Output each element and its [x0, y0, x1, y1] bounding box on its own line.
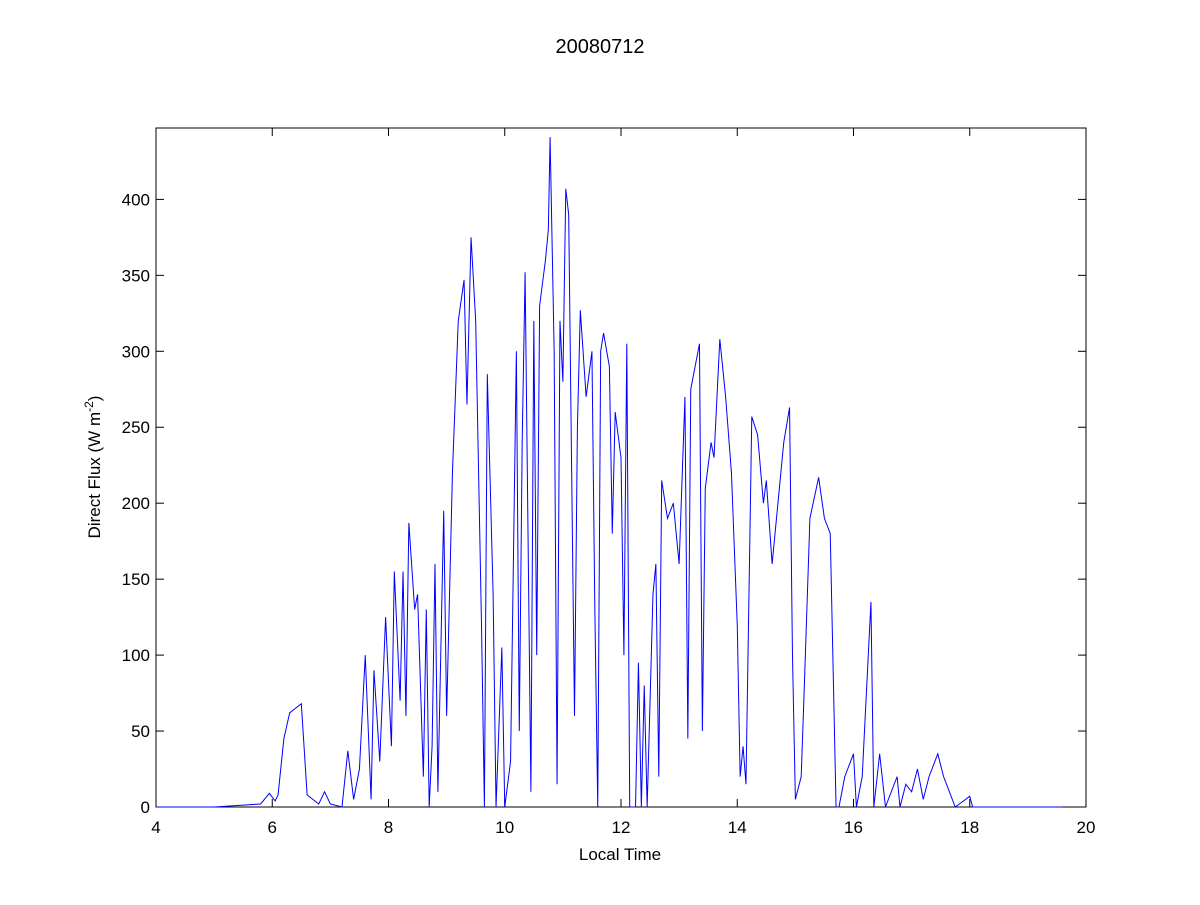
y-label-main: Direct Flux (W m [85, 412, 104, 539]
y-label-sup: -2 [82, 401, 96, 412]
y-tick-label: 250 [122, 418, 150, 437]
x-tick-label: 6 [268, 818, 277, 837]
data-line [156, 137, 1063, 808]
y-tick-label: 300 [122, 342, 150, 361]
x-tick-label: 20 [1077, 818, 1096, 837]
chart-title: 20080712 [556, 36, 645, 58]
y-tick-label: 200 [122, 494, 150, 513]
x-tick-label: 10 [495, 818, 514, 837]
y-tick-label: 0 [141, 798, 150, 817]
y-tick-label: 350 [122, 266, 150, 285]
y-tick-label: 150 [122, 570, 150, 589]
y-tick-label: 100 [122, 646, 150, 665]
x-tick-label: 18 [960, 818, 979, 837]
x-tick-label: 16 [844, 818, 863, 837]
x-tick-label: 12 [612, 818, 631, 837]
y-tick-label: 400 [122, 190, 150, 209]
x-tick-label: 14 [728, 818, 747, 837]
x-tick-label: 8 [384, 818, 393, 837]
y-label-end: ) [85, 396, 104, 402]
y-tick-label: 50 [131, 722, 150, 741]
x-axis-label: Local Time [579, 845, 661, 864]
x-tick-label: 4 [151, 818, 160, 837]
y-axis-label: Direct Flux (W m-2) [82, 396, 104, 539]
